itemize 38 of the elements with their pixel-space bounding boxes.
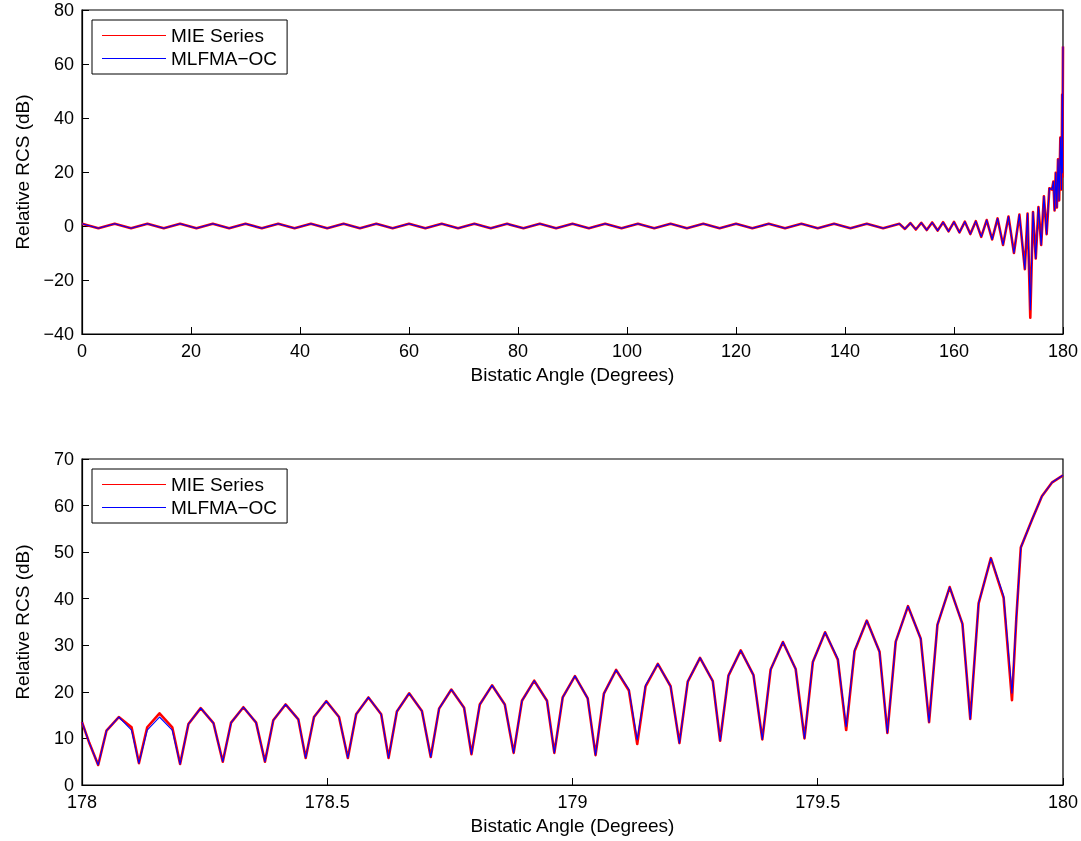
- y-tick-label: 10: [53, 728, 74, 749]
- y-tick-label: 0: [63, 216, 74, 236]
- legend-label: MLFMA−OC: [171, 48, 278, 69]
- legend-label: MIE Series: [171, 25, 264, 46]
- x-tick-label: 178: [66, 792, 98, 812]
- x-tick-label: 40: [289, 341, 311, 361]
- y-tick-label: 60: [53, 495, 74, 516]
- x-tick-label: 100: [611, 341, 643, 361]
- x-tick-label: 180: [1047, 792, 1079, 812]
- y-tick-label: 20: [53, 162, 74, 182]
- x-tick-label: 80: [507, 341, 529, 361]
- x-tick-label: 180: [1047, 341, 1079, 361]
- y-tick-label: 50: [53, 542, 74, 563]
- x-tick-label: 160: [938, 341, 970, 361]
- x-axis-title: Bistatic Angle (Degrees): [470, 363, 675, 385]
- x-tick-label: 179: [557, 792, 588, 812]
- y-tick-label: 60: [53, 54, 74, 74]
- y-axis-title: Relative RCS (dB): [12, 94, 33, 250]
- x-tick-label: 178.5: [304, 792, 350, 812]
- x-tick-label: 120: [720, 341, 752, 361]
- y-tick-label: 40: [53, 108, 74, 128]
- y-tick-label: 80: [53, 0, 74, 20]
- legend-label: MLFMA−OC: [171, 497, 278, 518]
- x-tick-label: 140: [829, 341, 861, 361]
- y-tick-label: 40: [53, 588, 74, 609]
- x-tick-label: 20: [180, 341, 202, 361]
- legend-label: MIE Series: [171, 474, 264, 495]
- y-axis-title: Relative RCS (dB): [12, 544, 33, 700]
- y-tick-label: −40: [43, 324, 74, 344]
- x-tick-label: 60: [398, 341, 420, 361]
- y-tick-label: 30: [53, 635, 74, 656]
- y-tick-label: 70: [53, 449, 74, 469]
- x-tick-label: 0: [76, 341, 88, 361]
- x-tick-label: 179.5: [795, 792, 841, 812]
- y-tick-label: −20: [43, 270, 74, 290]
- x-axis-title: Bistatic Angle (Degrees): [470, 814, 675, 836]
- y-tick-label: 0: [63, 775, 74, 795]
- y-tick-label: 20: [53, 681, 74, 702]
